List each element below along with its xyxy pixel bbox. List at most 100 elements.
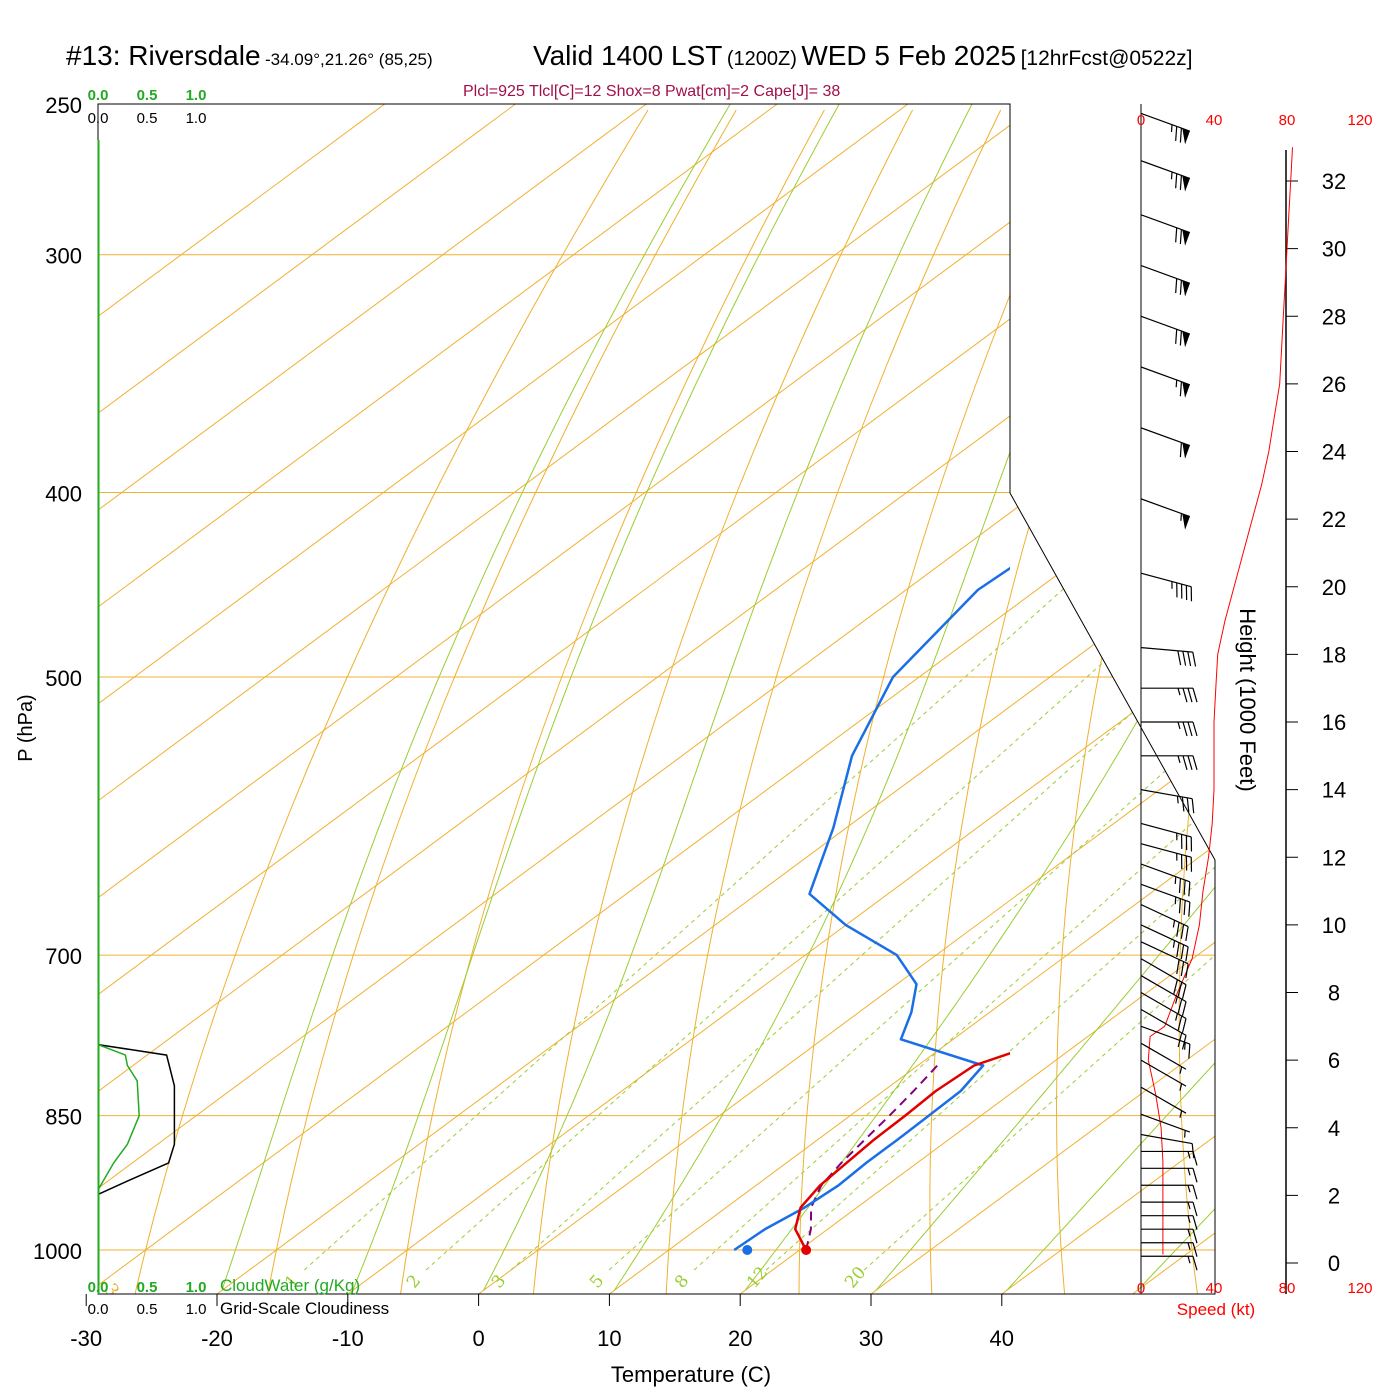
dry-adiabat [1298,110,1400,1294]
barb-full [1177,1032,1183,1048]
dry-adiabat [665,109,1002,1294]
height-tick-label: 22 [1322,507,1346,532]
cloud-scale-top-green: 0.0 [88,87,109,104]
forecast-info: [12hrFcst@0522z] [1020,47,1193,70]
wind-barb [1140,1133,1195,1159]
moist-adiabat [352,104,947,1291]
isotherm-line [478,104,1215,1294]
barb-full [1192,1215,1198,1230]
barb-staff [1140,572,1192,588]
barb-half [1187,1168,1191,1176]
barb-full [1187,755,1193,770]
barb-staff [1140,958,1187,986]
barb-full [1192,1229,1198,1244]
x-tick-label: -30 [70,1326,102,1351]
isotherm-line [98,104,385,1294]
speed-tick-top: 0 [1137,112,1145,129]
wind-barb [1140,647,1197,667]
barb-full [1192,1242,1198,1257]
moist-adiabat [483,104,1071,1291]
barb-half [1170,171,1173,180]
speed-tick-bottom: 120 [1347,1280,1372,1297]
height-tick-label: 0 [1328,1251,1340,1276]
barb-full [1179,280,1183,295]
diagram-background: 1 2 3 5 8 12 20-30 [98,104,1400,1294]
cloud-scale-top-green: 0.5 [137,87,158,104]
wind-barb [1140,1059,1187,1091]
wind-barb [1140,991,1187,1033]
barb-staff [1140,315,1191,335]
mixing-ratio-label: 8 [671,1271,693,1292]
barb-half [1187,1256,1191,1264]
barb-full [1185,963,1189,979]
valid-date: WED 5 Feb 2025 [801,40,1017,71]
height-tick-label: 26 [1322,372,1346,397]
station-name: #13: Riversdale [66,40,261,71]
barb-half [1184,1130,1186,1138]
barb-full [1178,878,1182,893]
barb-full [1175,227,1178,243]
barb-staff [1140,1133,1193,1145]
barb-staff [1140,822,1192,838]
p-tick-label: 700 [45,944,82,969]
wind-barb [1141,721,1198,737]
cloud-scale-bottom-green: 0.5 [137,1279,158,1296]
wind-barb [1141,1167,1198,1183]
barb-half [1184,1042,1186,1050]
dry-adiabat [929,109,1178,1294]
barb-full [1176,942,1180,958]
barb-full [1192,755,1198,770]
barb-full [1180,924,1185,939]
x-axis-label: Temperature (C) [611,1362,771,1387]
wind-panel [1140,112,1293,1271]
barb-full [1187,651,1192,667]
speed-tick-bottom: 0 [1137,1280,1145,1297]
barb-full [1173,979,1178,994]
barb-half [1177,688,1181,696]
x-tick-label: 10 [597,1326,621,1351]
x-tick-label: 30 [859,1326,883,1351]
cloud-scale-bottom-black: 1.0 [186,1301,207,1318]
cloud-water-label: CloudWater (g/Kg) [220,1276,360,1295]
barb-full [1176,959,1180,975]
barb-half [1180,513,1183,521]
barb-half [1177,721,1181,730]
cloud-scale-top-green: 1.0 [186,87,207,104]
mixing-ratio-line [765,492,1215,1271]
x-tick-label: -10 [332,1326,364,1351]
barb-full [1179,442,1183,458]
barb-staff [1140,991,1187,1020]
height-tick-label: 18 [1322,642,1346,667]
wind-barb [1140,1086,1187,1118]
dry-adiabat [134,109,649,1294]
wind-barb [1141,1150,1198,1166]
dry-adiabat [267,109,737,1294]
isotherm-line [98,104,647,1294]
y-axis-label: P (hPa) [15,694,37,761]
height-tick-label: 16 [1322,710,1346,735]
valid-time: Valid 1400 LST [533,40,723,71]
wind-barb [1140,1008,1187,1050]
height-tick-label: 4 [1328,1116,1340,1141]
barb-full [1187,721,1193,737]
barb-full [1175,329,1178,344]
barb-full [1185,926,1189,942]
cloud-scale-bottom-black: 0.0 [88,1301,109,1318]
barb-full [1181,796,1185,812]
barb-full [1192,721,1198,737]
height-tick-label: 6 [1328,1048,1340,1073]
barb-half [1177,755,1181,763]
barb-half [1179,1083,1183,1091]
barb-full [1182,721,1188,737]
barb-staff [1140,1042,1187,1070]
wind-barb [1140,264,1191,297]
x-tick-label: 40 [990,1326,1014,1351]
temperature-trace [793,1052,1010,1251]
barb-half [1175,379,1178,388]
barb-half [1172,920,1176,928]
barb-full [1177,998,1183,1014]
mixing-ratio-line [693,492,1215,1271]
moist-adiabat [875,104,1215,1291]
mixing-ratio-line [510,492,1215,1271]
